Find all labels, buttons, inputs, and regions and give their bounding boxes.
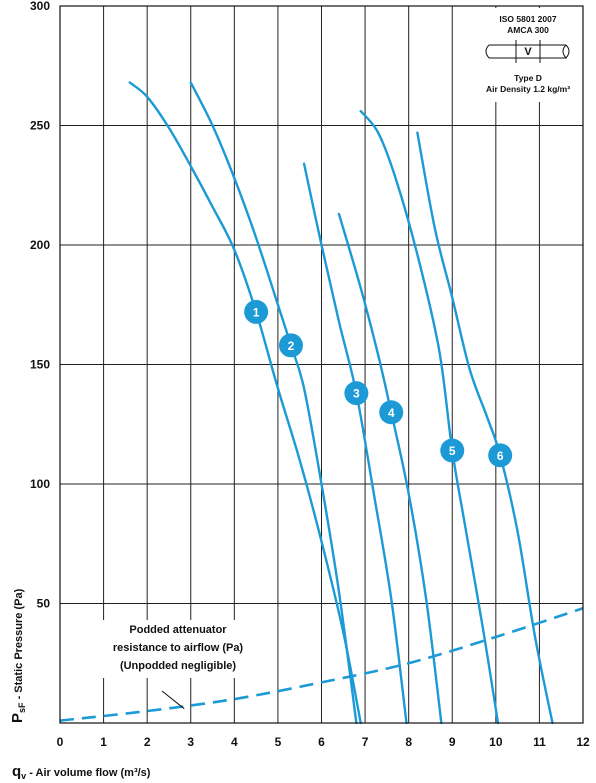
x-axis-symbol: q bbox=[12, 763, 21, 780]
fan-curve-5 bbox=[359, 109, 500, 725]
svg-text:PsF - Static Pressure (Pa): PsF - Static Pressure (Pa) bbox=[9, 588, 27, 723]
curve-marker-5: 5 bbox=[440, 438, 465, 463]
x-tick-label-2: 2 bbox=[144, 735, 151, 749]
x-tick-label-12: 12 bbox=[576, 735, 590, 749]
duct-symbol-icon: V bbox=[485, 40, 570, 63]
legend-symbol: V bbox=[524, 46, 532, 58]
test-standard-box: ISO 5801 2007 AMCA 300 V Type D Air Dens… bbox=[475, 8, 580, 102]
annotation-line-3: (Unpodded negligible) bbox=[120, 660, 236, 672]
y-tick-label-4: 250 bbox=[30, 119, 50, 133]
curve-marker-circle-2 bbox=[278, 333, 303, 358]
legend-type: Type D bbox=[514, 73, 542, 83]
y-tick-label-5: 300 bbox=[30, 0, 50, 13]
attenuator-curve-group bbox=[59, 607, 584, 722]
fan-curve-6 bbox=[416, 131, 554, 725]
curve-marker-circle-5 bbox=[440, 438, 465, 463]
y-axis-text: - Static Pressure (Pa) bbox=[13, 588, 25, 702]
y-axis-label: PsF - Static Pressure (Pa) bbox=[9, 588, 27, 723]
y-axis-symbol: P bbox=[9, 713, 26, 723]
curve-marker-3: 3 bbox=[344, 381, 369, 406]
legend-standard-1: ISO 5801 2007 bbox=[499, 14, 556, 24]
x-tick-label-1: 1 bbox=[100, 735, 107, 749]
x-tick-label-7: 7 bbox=[362, 735, 369, 749]
x-tick-label-4: 4 bbox=[231, 735, 238, 749]
annotation-pointer bbox=[161, 690, 185, 710]
curve-marker-6: 6 bbox=[488, 443, 513, 468]
curve-marker-circle-1 bbox=[244, 299, 269, 324]
curve-marker-circle-6 bbox=[488, 443, 513, 468]
curve-markers-group: 1 2 3 4 5 6 bbox=[244, 299, 513, 468]
fan-curve-4 bbox=[337, 212, 443, 725]
y-tick-labels: 50 100 150 200 250 300 bbox=[30, 0, 50, 611]
x-tick-labels: 0 1 2 3 4 5 6 7 8 9 10 11 12 bbox=[57, 735, 590, 749]
y-tick-label-0: 50 bbox=[37, 597, 51, 611]
curve-marker-label-6: 6 bbox=[497, 449, 504, 463]
x-tick-label-6: 6 bbox=[318, 735, 325, 749]
plot-frame bbox=[59, 5, 584, 724]
x-tick-label-11: 11 bbox=[533, 735, 546, 749]
curve-marker-2: 2 bbox=[278, 333, 303, 358]
curve-marker-label-5: 5 bbox=[449, 444, 456, 458]
curve-marker-label-2: 2 bbox=[288, 339, 295, 353]
x-tick-label-9: 9 bbox=[449, 735, 456, 749]
annotation-background bbox=[94, 620, 266, 678]
svg-text:qv - Air volume flow (m³/s): qv - Air volume flow (m³/s) bbox=[12, 763, 151, 781]
curve-marker-circle-4 bbox=[379, 400, 404, 425]
x-tick-label-3: 3 bbox=[187, 735, 194, 749]
x-tick-label-5: 5 bbox=[275, 735, 282, 749]
curve-marker-label-1: 1 bbox=[253, 305, 260, 319]
y-tick-label-2: 150 bbox=[30, 358, 50, 372]
annotation-line-2: resistance to airflow (Pa) bbox=[113, 642, 244, 654]
attenuator-resistance-curve bbox=[59, 607, 584, 722]
curve-marker-circle-3 bbox=[344, 381, 369, 406]
curve-marker-label-3: 3 bbox=[353, 387, 360, 401]
curve-marker-4: 4 bbox=[379, 400, 404, 425]
curve-marker-1: 1 bbox=[244, 299, 269, 324]
annotation-line-1: Podded attenuator bbox=[129, 624, 227, 636]
y-axis-subscript: sF bbox=[17, 702, 27, 713]
x-axis-text: - Air volume flow (m³/s) bbox=[26, 767, 151, 779]
y-tick-label-3: 200 bbox=[30, 238, 50, 252]
fan-curve-3 bbox=[302, 162, 408, 725]
x-tick-label-10: 10 bbox=[489, 735, 503, 749]
legend-standard-2: AMCA 300 bbox=[507, 25, 549, 35]
legend-background bbox=[475, 8, 580, 102]
curve-marker-label-4: 4 bbox=[388, 406, 395, 420]
attenuator-annotation: Podded attenuator resistance to airflow … bbox=[94, 620, 266, 710]
x-tick-label-8: 8 bbox=[405, 735, 412, 749]
x-axis-subscript: v bbox=[21, 771, 26, 781]
y-tick-label-1: 100 bbox=[30, 477, 50, 491]
x-tick-label-0: 0 bbox=[57, 735, 64, 749]
legend-density: Air Density 1.2 kg/m³ bbox=[486, 84, 570, 94]
x-axis-label: qv - Air volume flow (m³/s) bbox=[12, 763, 151, 781]
